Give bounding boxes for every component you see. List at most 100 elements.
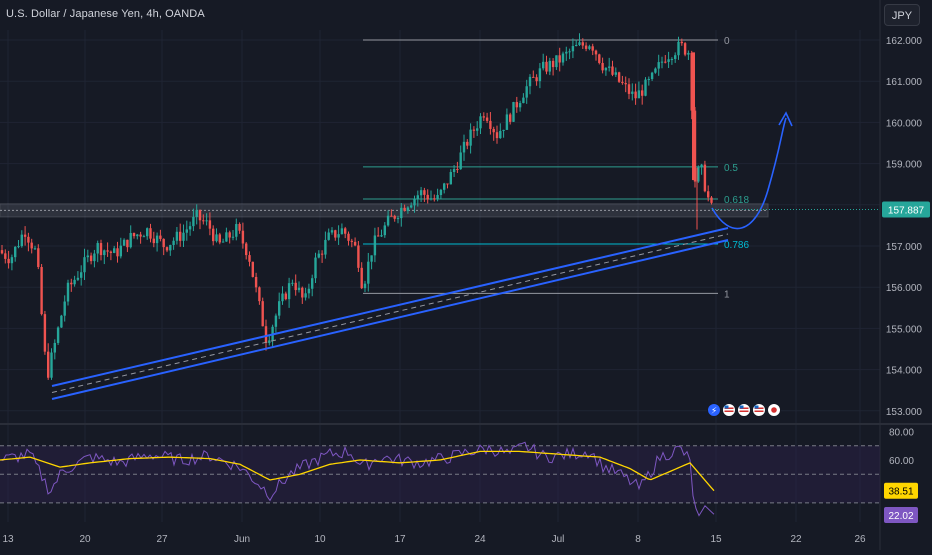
- candle-body: [185, 229, 188, 233]
- candle-body: [429, 198, 433, 200]
- candle-body: [261, 301, 264, 327]
- price-tick-label: 156.000: [886, 283, 923, 294]
- candle-body: [334, 230, 337, 238]
- candle-body: [149, 228, 152, 239]
- candle-body: [680, 41, 683, 44]
- flag-stripe: [754, 410, 764, 412]
- candle-body: [710, 197, 713, 203]
- candle-body: [66, 282, 70, 302]
- rsi-tick-label: 60.00: [889, 456, 914, 467]
- candle-body: [63, 301, 66, 316]
- candle-body: [482, 116, 485, 118]
- rsi-ma-value: 38.51: [888, 487, 913, 498]
- candle-body: [406, 207, 410, 211]
- candle-body: [218, 234, 221, 243]
- price-tick-label: 161.000: [886, 77, 923, 88]
- projection-arrowhead: [778, 111, 793, 127]
- candle-body: [80, 272, 83, 278]
- candle-body: [235, 224, 238, 237]
- candle-body: [33, 248, 37, 250]
- candle-body: [132, 232, 136, 237]
- candle-body: [228, 232, 231, 238]
- candle-body: [608, 66, 611, 68]
- candle-body: [56, 327, 60, 343]
- candle-body: [340, 228, 344, 235]
- candle-body: [654, 68, 657, 73]
- candle-body: [304, 293, 307, 298]
- flag-stripe: [724, 407, 734, 409]
- candle-body: [172, 240, 175, 245]
- flag-event-icon: [737, 403, 751, 417]
- candle-body: [248, 255, 251, 262]
- candle-body: [641, 90, 644, 96]
- time-tick-label: 24: [474, 534, 486, 545]
- candle-body: [10, 257, 14, 264]
- candle-body: [548, 60, 551, 72]
- candle-body: [624, 83, 627, 85]
- candle-body: [202, 220, 205, 222]
- candle-body: [377, 235, 380, 237]
- flag-event-icon: [722, 403, 736, 417]
- projection-arrow: [711, 117, 787, 230]
- candle-body: [113, 248, 116, 253]
- candle-body: [664, 61, 667, 63]
- candle-body: [591, 46, 594, 51]
- price-tick-label: 157.000: [886, 242, 923, 253]
- candle-body: [452, 168, 456, 173]
- candle-body: [683, 43, 687, 55]
- candle-body: [330, 230, 334, 233]
- candle-body: [538, 68, 542, 82]
- candle-body: [70, 282, 73, 285]
- candle-body: [690, 52, 693, 111]
- flag-event-icon: [752, 403, 766, 417]
- price-tick-label: 155.000: [886, 324, 923, 335]
- candle-body: [251, 261, 254, 277]
- candle-body: [225, 232, 228, 242]
- candle-body: [231, 236, 235, 238]
- candle-body: [581, 42, 584, 46]
- currency-button[interactable]: JPY: [884, 4, 920, 26]
- price-tick-label: 153.000: [886, 407, 923, 418]
- candle-body: [320, 253, 324, 255]
- candle-body: [301, 287, 304, 298]
- candle-body: [23, 234, 27, 237]
- candle-body: [245, 243, 248, 256]
- candle-body: [238, 224, 241, 231]
- channel-lower-line: [51, 239, 729, 400]
- candle-body: [116, 248, 119, 257]
- candle-body: [103, 250, 106, 256]
- candle-body: [647, 79, 650, 81]
- candle-body: [7, 258, 10, 264]
- candle-body: [528, 76, 532, 87]
- last-price-label: 157.887: [888, 205, 925, 216]
- candle-body: [179, 231, 182, 241]
- candle-body: [146, 228, 149, 237]
- fib-level-label: 0.5: [724, 163, 738, 174]
- candle-body: [667, 59, 670, 62]
- flag-stripe: [754, 407, 764, 409]
- candle-body: [109, 251, 113, 253]
- price-tick-label: 160.000: [886, 118, 923, 129]
- candle-body: [535, 77, 538, 82]
- candle-body: [611, 66, 614, 75]
- candle-body: [53, 342, 56, 353]
- candle-body: [697, 167, 700, 182]
- time-tick-label: 10: [314, 534, 326, 545]
- candle-body: [165, 247, 169, 251]
- chart-title: U.S. Dollar / Japanese Yen, 4h, OANDA: [6, 8, 205, 20]
- candle-body: [509, 114, 512, 122]
- candle-body: [370, 255, 373, 262]
- candle-body: [99, 243, 103, 256]
- candle-body: [4, 253, 7, 259]
- candle-body: [396, 218, 400, 220]
- candle-body: [169, 244, 172, 251]
- candle-body: [195, 210, 198, 217]
- candle-body: [393, 215, 396, 219]
- candle-body: [410, 205, 413, 208]
- candle-body: [383, 225, 386, 236]
- candle-body: [700, 164, 703, 168]
- flag-canton: [739, 405, 744, 409]
- candle-body: [212, 228, 215, 242]
